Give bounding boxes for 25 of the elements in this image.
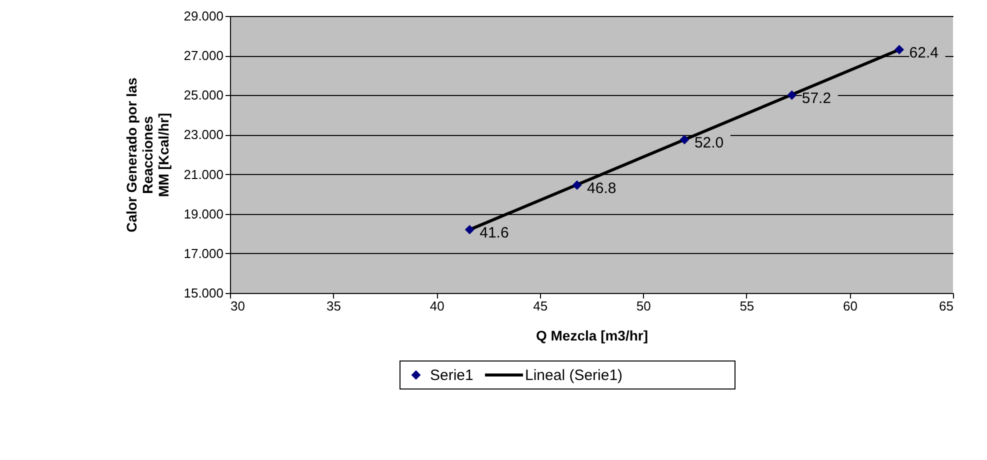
y-tick-label: 23.000 xyxy=(184,127,224,142)
annotation: 41.6 xyxy=(480,224,509,242)
x-tick-label: 40 xyxy=(430,298,444,314)
legend-label: Lineal (Serie1) xyxy=(525,367,623,384)
y-tick-label: 17.000 xyxy=(184,246,224,261)
y-tick-label: 29.000 xyxy=(184,8,224,24)
x-tick-label: 60 xyxy=(842,298,858,314)
legend-label: Serie1 xyxy=(430,367,474,384)
x-axis-title: Q Mezcla [m3/hr] xyxy=(536,328,648,344)
x-tick-label: 30 xyxy=(230,298,245,314)
y-tick-label: 21.000 xyxy=(184,166,224,182)
y-tick-label: 15.000 xyxy=(184,286,224,300)
x-tick-label: 45 xyxy=(533,298,548,314)
y-axis-title: Calor Generado por las Reacciones MM [Kcal/hr] xyxy=(124,77,172,232)
x-tick-label: 50 xyxy=(636,298,651,314)
annotation: 52.0 xyxy=(694,134,724,152)
y-tick-label: 19.000 xyxy=(184,206,224,222)
y-tick-label: 25.000 xyxy=(184,88,224,103)
y-tick-label: 27.000 xyxy=(184,48,224,64)
x-tick-label: 35 xyxy=(326,298,342,314)
annotation: 46.8 xyxy=(587,180,616,198)
annotation: 57.2 xyxy=(802,90,832,108)
x-tick-label: 55 xyxy=(740,298,754,314)
annotation: 62.4 xyxy=(909,44,938,62)
x-tick-label: 65 xyxy=(939,298,954,314)
